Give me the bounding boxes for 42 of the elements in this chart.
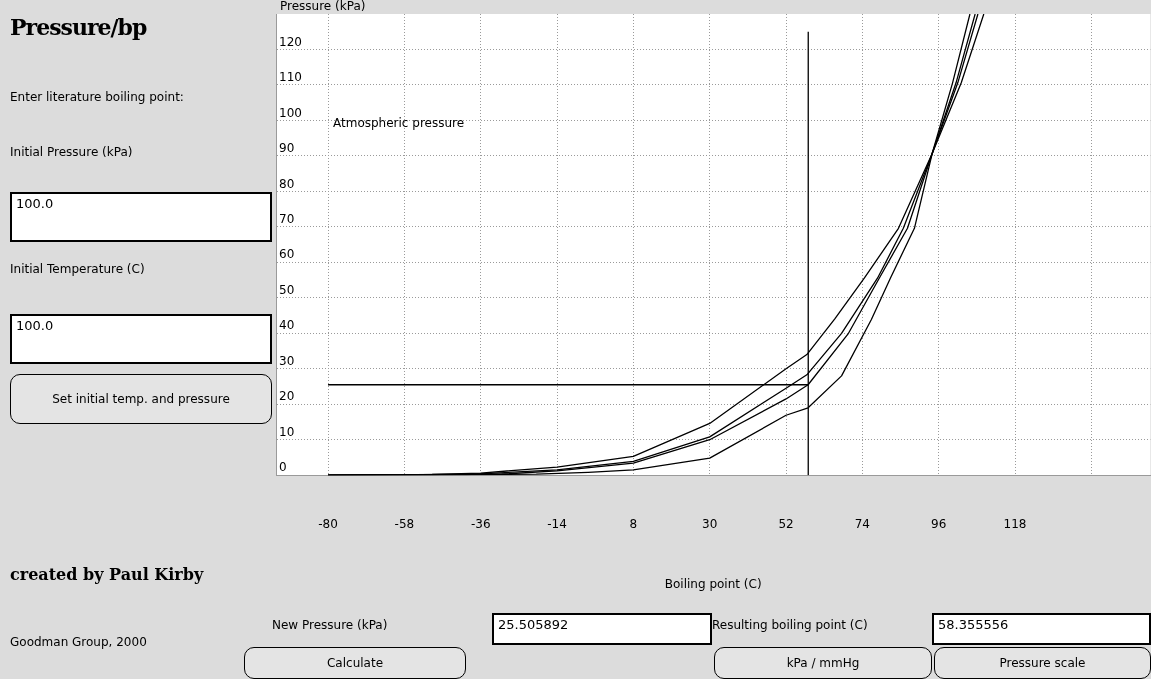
y-tick-label: 30: [279, 353, 295, 368]
annotation: Atmospheric pressure: [333, 116, 466, 132]
text: kPa / mmHg: [714, 647, 932, 679]
x-tick-label: 52: [778, 516, 794, 531]
text: 100.0: [10, 192, 272, 242]
text: Enter literature boiling point:: [10, 90, 185, 106]
text: Pressure/bp: [10, 14, 147, 40]
y-tick-label: 70: [279, 211, 295, 226]
y-tick-label: 0: [279, 460, 287, 475]
text: New Pressure (kPa): [272, 618, 389, 634]
x-axis-title: Boiling point (C): [664, 576, 762, 591]
x-tick-label: 8: [629, 516, 638, 531]
y-tick-label: 100: [279, 105, 302, 120]
x-tick-label: 30: [702, 516, 718, 531]
y-axis-title: Pressure (kPa): [280, 0, 366, 14]
text: Goodman Group, 2000: [10, 635, 148, 651]
text: 100.0: [10, 314, 272, 364]
y-tick-label: 50: [279, 282, 295, 297]
text: 58.355556: [932, 613, 1151, 645]
text: Initial Temperature (C): [10, 262, 146, 278]
x-tick-label: 96: [931, 516, 947, 531]
x-tick-label: 74: [854, 516, 871, 531]
y-tick-label: 110: [279, 70, 302, 85]
x-tick-label: 118: [1003, 516, 1027, 531]
text: Pressure scale: [934, 647, 1151, 679]
y-tick-label: 10: [279, 424, 295, 439]
x-tick-label: -58: [394, 516, 415, 531]
text: Initial Pressure (kPa): [10, 145, 134, 161]
text: created by Paul Kirby: [10, 565, 205, 586]
y-tick-label: 80: [279, 176, 295, 191]
y-tick-label: 120: [279, 34, 302, 49]
text: 25.505892: [492, 613, 712, 645]
x-tick-label: -36: [470, 516, 491, 531]
x-tick-label: -14: [547, 516, 567, 531]
y-tick-label: 90: [279, 141, 295, 156]
text: Set initial temp. and pressure: [10, 374, 272, 424]
y-tick-label: 60: [279, 247, 295, 262]
text: Calculate: [244, 647, 466, 679]
x-tick-label: -80: [318, 516, 338, 531]
y-tick-label: 20: [279, 389, 295, 404]
y-tick-label: 40: [279, 318, 295, 333]
text: Resulting boiling point (C): [712, 618, 869, 634]
